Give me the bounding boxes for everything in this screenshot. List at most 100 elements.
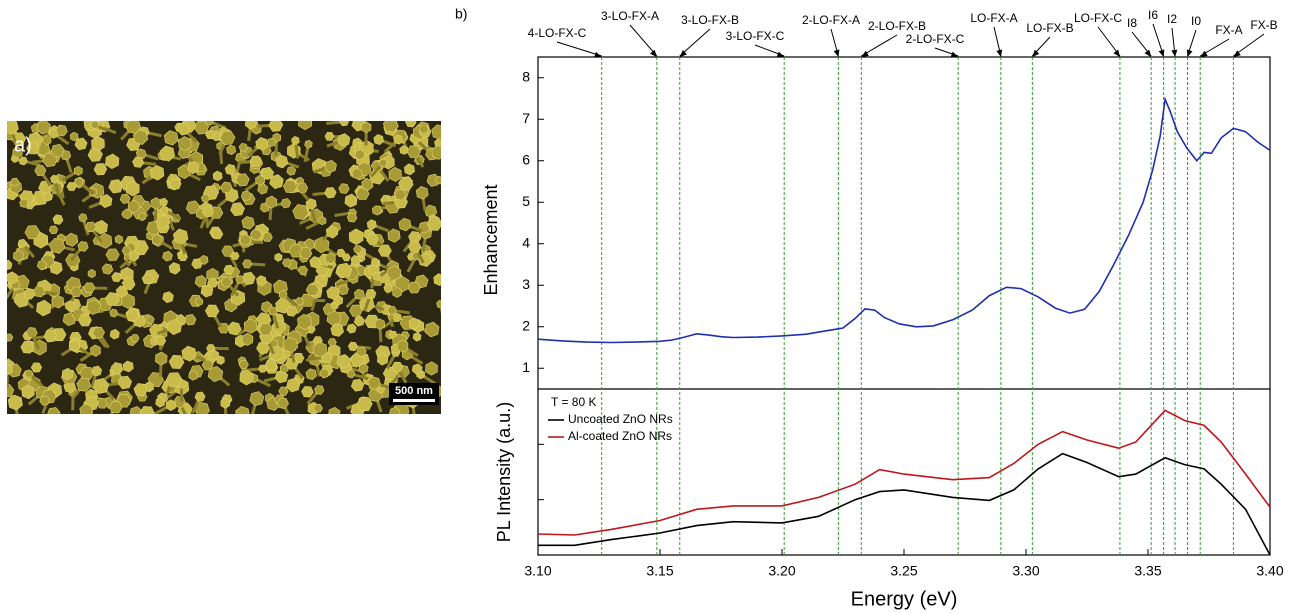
sem-particle <box>297 313 312 330</box>
arrow-head <box>776 51 785 58</box>
sem-particle <box>361 121 372 134</box>
sem-particle <box>133 383 148 397</box>
sem-particle <box>305 368 317 381</box>
sem-particle <box>223 264 235 275</box>
sem-particle <box>353 288 365 300</box>
sem-particle <box>211 228 224 240</box>
sem-particle <box>69 339 81 352</box>
sem-particle <box>155 336 167 346</box>
sem-particle <box>111 272 122 283</box>
sem-particle <box>337 133 351 147</box>
sem-particle <box>139 406 156 414</box>
sem-particle <box>351 167 363 180</box>
sem-particle <box>220 276 232 288</box>
scale-bar-label: 500 nm <box>395 385 433 397</box>
sem-particle <box>354 149 366 161</box>
sem-particle <box>26 142 40 155</box>
sem-particle <box>114 234 124 244</box>
sem-particle <box>23 287 36 300</box>
sem-particle <box>119 193 131 204</box>
sem-particle <box>339 121 350 127</box>
sem-particle <box>434 138 441 148</box>
sem-particle <box>387 305 397 315</box>
sem-particle <box>373 134 384 146</box>
sem-particle <box>367 376 381 390</box>
sem-particle <box>350 378 365 392</box>
sem-particle <box>13 249 24 262</box>
arrow-head <box>950 51 959 58</box>
sem-particle <box>408 317 420 330</box>
annotation: T = 80 K <box>551 395 596 409</box>
sem-particle <box>87 269 96 279</box>
annotation-arrow <box>556 41 602 57</box>
sem-particle <box>435 175 441 185</box>
annotation-label: I6 <box>1148 8 1158 22</box>
sem-particle <box>398 217 412 232</box>
annotation-label: LO-FX-A <box>970 11 1017 25</box>
sem-particle <box>162 250 173 262</box>
sem-particle <box>177 122 191 136</box>
sem-particle <box>79 366 95 381</box>
sem-particle <box>403 163 415 176</box>
sem-particle <box>318 216 327 226</box>
sem-particle <box>366 233 379 246</box>
annotation-label: 2-LO-FX-A <box>802 13 860 27</box>
sem-particle <box>30 362 43 373</box>
sem-particle <box>241 332 254 346</box>
sem-particle <box>260 166 275 180</box>
sem-particle <box>399 145 409 155</box>
annotation-label: I2 <box>1167 12 1177 26</box>
sem-particle <box>145 315 155 325</box>
sem-particle <box>314 385 325 395</box>
arrow-head <box>650 49 657 57</box>
sem-particle <box>257 183 269 195</box>
sem-particle <box>239 234 251 246</box>
y-axis-label: PL Intensity (a.u.) <box>494 402 514 542</box>
sem-particle <box>178 252 188 262</box>
annotation-arrow <box>679 28 711 57</box>
sem-particle <box>105 153 120 170</box>
sem-particles <box>7 121 441 414</box>
sem-particle <box>241 216 255 230</box>
sem-particle <box>99 194 113 208</box>
x-tick-label: 3.25 <box>890 563 917 579</box>
sem-particle <box>312 341 328 358</box>
sem-particle <box>292 204 309 220</box>
sem-particle <box>411 363 423 375</box>
sem-particle <box>265 195 278 209</box>
sem-particle <box>407 281 421 294</box>
arrow-head <box>833 49 840 57</box>
sem-particle <box>319 368 330 379</box>
sem-particle <box>298 265 308 276</box>
sem-particle <box>132 156 145 168</box>
x-tick-label: 3.40 <box>1256 563 1283 579</box>
x-tick-label: 3.15 <box>646 563 673 579</box>
sem-particle <box>346 212 358 223</box>
sem-particle <box>324 159 337 173</box>
sem-particle <box>199 255 209 265</box>
sem-particle <box>155 397 166 408</box>
sem-particle <box>19 198 29 208</box>
sem-particle <box>280 198 292 209</box>
sem-particle <box>17 238 27 248</box>
sem-particle <box>336 248 346 258</box>
y-axis-label: Enhancement <box>481 184 501 295</box>
y-tick-label: 2 <box>522 317 530 333</box>
sem-particle <box>125 121 142 134</box>
sem-rod <box>7 364 9 368</box>
sem-particle <box>299 246 313 260</box>
sem-particle <box>7 121 19 135</box>
annotation-label: 4-LO-FX-C <box>528 26 587 40</box>
sem-particle <box>344 193 358 208</box>
sem-particle <box>324 131 335 141</box>
y-tick-label: 4 <box>522 234 530 250</box>
sem-particle <box>407 240 422 253</box>
sem-particle <box>21 384 35 400</box>
sem-particle <box>55 124 68 137</box>
sem-particle <box>346 323 357 334</box>
sem-particle <box>90 121 99 130</box>
sem-particle <box>209 349 220 361</box>
sem-particle <box>169 178 182 190</box>
sem-particle <box>12 146 23 159</box>
y-tick-label: 3 <box>522 276 530 292</box>
